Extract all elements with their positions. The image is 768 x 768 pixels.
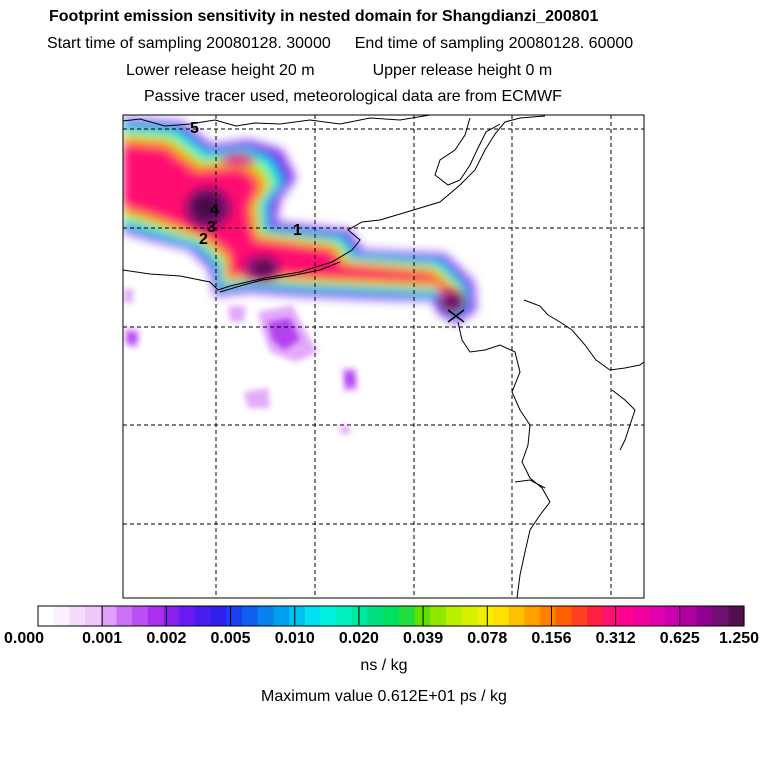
colorbar-tick-label: 1.250 bbox=[718, 630, 760, 647]
colorbar-swatch bbox=[351, 606, 369, 626]
coastlines bbox=[123, 115, 644, 598]
colorbar-swatch bbox=[461, 606, 478, 626]
colorbar-swatch bbox=[618, 606, 635, 626]
colorbar-swatch bbox=[194, 606, 212, 626]
colorbar-tick-label: 0.156 bbox=[531, 630, 572, 647]
day-label-3: 3 bbox=[207, 219, 216, 236]
colorbar-swatch bbox=[273, 606, 290, 626]
lower-release-label: Lower release height 20 m bbox=[126, 62, 315, 79]
colorbar-swatch bbox=[163, 606, 180, 626]
colorbar-tick-label: 0.020 bbox=[338, 630, 379, 647]
colorbar-swatch bbox=[696, 606, 714, 626]
colorbar-swatch bbox=[383, 606, 400, 626]
colorbar-swatch bbox=[712, 606, 729, 626]
colorbar-swatch bbox=[587, 606, 604, 626]
colorbar-tick-label: 0.001 bbox=[82, 630, 123, 647]
colorbar-tick-label: 0.010 bbox=[274, 630, 315, 647]
colorbar-swatch bbox=[508, 606, 525, 626]
plume-field bbox=[123, 115, 644, 598]
maximum-value-label: Maximum value 0.612E+01 ps / kg bbox=[261, 688, 507, 705]
colorbar-swatch bbox=[100, 606, 118, 626]
sampling-times: Start time of sampling 20080128. 30000 En… bbox=[47, 35, 633, 53]
colorbar-swatch bbox=[320, 606, 337, 626]
day-label-2: 2 bbox=[199, 231, 208, 248]
colorbar-tick-label: 0.078 bbox=[467, 630, 508, 647]
release-heights: Lower release height 20 m Upper release h… bbox=[126, 62, 552, 80]
colorbar-tick-label: 0.005 bbox=[210, 630, 251, 647]
colorbar-swatch bbox=[728, 606, 745, 626]
colorbar-swatch bbox=[289, 606, 306, 626]
day-label-5: 5 bbox=[190, 120, 199, 137]
colorbar-tick-label: 0.625 bbox=[659, 630, 700, 647]
graticule bbox=[123, 115, 644, 598]
colorbar-swatch bbox=[398, 606, 416, 626]
colorbar-swatch bbox=[85, 606, 102, 626]
colorbar-tick-label: 0.000 bbox=[3, 630, 45, 647]
colorbar-swatch bbox=[69, 606, 86, 626]
colorbar-swatch bbox=[210, 606, 227, 626]
low-sensitivity-patches bbox=[124, 288, 358, 434]
colorbar-tick-label: 0.039 bbox=[403, 630, 444, 647]
colorbar-swatch bbox=[540, 606, 557, 626]
colorbar-tick-label: 0.002 bbox=[146, 630, 187, 647]
colorbar-swatch bbox=[367, 606, 384, 626]
upper-release-label: Upper release height 0 m bbox=[372, 62, 553, 79]
colorbar bbox=[38, 606, 745, 626]
colorbar-swatch bbox=[336, 606, 353, 626]
colorbar-frame bbox=[37, 605, 745, 627]
colorbar-swatch bbox=[445, 606, 463, 626]
colorbar-swatch bbox=[602, 606, 620, 626]
colorbar-swatch bbox=[681, 606, 698, 626]
colorbar-swatch bbox=[665, 606, 682, 626]
colorbar-swatch bbox=[555, 606, 573, 626]
day-label-1: 1 bbox=[293, 222, 302, 239]
start-time-label: Start time of sampling 20080128. 30000 bbox=[47, 35, 331, 52]
colorbar-swatch bbox=[634, 606, 651, 626]
colorbar-swatch bbox=[477, 606, 494, 626]
colorbar-swatch bbox=[38, 606, 55, 626]
colorbar-swatch bbox=[304, 606, 321, 626]
colorbar-swatch bbox=[226, 606, 243, 626]
colorbar-swatch bbox=[116, 606, 133, 626]
colorbar-swatch bbox=[241, 606, 259, 626]
colorbar-swatch bbox=[430, 606, 447, 626]
receptor-marker bbox=[447, 309, 465, 323]
colorbar-swatch bbox=[649, 606, 667, 626]
colorbar-unit: ns / kg bbox=[360, 657, 408, 674]
colorbar-swatch bbox=[132, 606, 149, 626]
colorbar-swatch bbox=[492, 606, 510, 626]
colorbar-swatch bbox=[571, 606, 588, 626]
tracer-info: Passive tracer used, meteorological data… bbox=[144, 88, 562, 105]
colorbar-swatch bbox=[257, 606, 274, 626]
colorbar-swatch bbox=[179, 606, 196, 626]
colorbar-swatch bbox=[53, 606, 70, 626]
colorbar-tick-label: 0.312 bbox=[595, 630, 636, 647]
colorbar-swatch bbox=[147, 606, 165, 626]
plot-title: Footprint emission sensitivity in nested… bbox=[49, 8, 599, 25]
day-label-4: 4 bbox=[210, 202, 219, 219]
colorbar-ticks bbox=[101, 606, 681, 626]
end-time-label: End time of sampling 20080128. 60000 bbox=[354, 35, 634, 52]
map-frame bbox=[122, 114, 645, 599]
colorbar-swatch bbox=[524, 606, 541, 626]
